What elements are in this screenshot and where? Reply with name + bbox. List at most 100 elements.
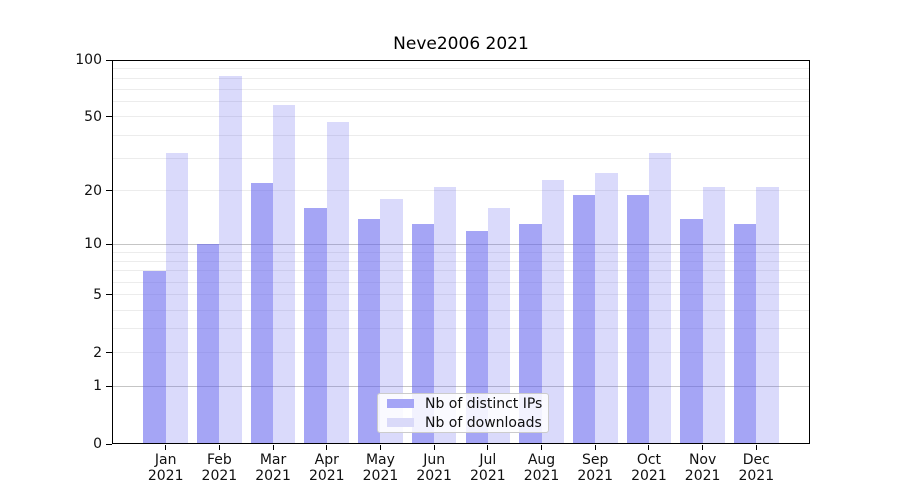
- x-axis-label: Dec 2021: [726, 452, 786, 484]
- x-axis-label: Sep 2021: [565, 452, 625, 484]
- y-axis-tick: [106, 190, 112, 192]
- x-axis-label-line: 2021: [523, 468, 560, 484]
- x-axis-label: Mar 2021: [243, 452, 303, 484]
- gridline-minor: [112, 294, 810, 296]
- bar-distinct-ips-nov: [680, 218, 703, 444]
- gridline-minor: [112, 251, 810, 253]
- bar-distinct-ips-jan: [143, 270, 166, 444]
- x-axis-label-line: 2021: [201, 468, 238, 484]
- y-axis-label: 5: [93, 286, 102, 303]
- x-axis-label-line: Jan: [154, 452, 177, 468]
- plot-area: [112, 60, 810, 444]
- y-axis-label: 0: [93, 436, 102, 452]
- legend-item-distinct-ips: Nb of distinct IPs: [378, 394, 548, 413]
- bar-distinct-ips-may: [358, 218, 381, 444]
- gridline-major: [112, 243, 810, 245]
- gridline-minor: [112, 77, 810, 79]
- gridline-minor: [112, 88, 810, 90]
- x-axis-label-line: Jul: [479, 452, 497, 468]
- y-axis-tick: [106, 116, 112, 118]
- bar-distinct-ips-aug: [519, 224, 542, 444]
- x-axis-label-line: May: [365, 452, 395, 468]
- x-axis-label: May 2021: [350, 452, 410, 484]
- bar-downloads-sep: [595, 172, 618, 444]
- bar-distinct-ips-jun: [411, 224, 435, 444]
- y-axis-tick: [106, 443, 112, 445]
- legend-label-distinct-ips: Nb of distinct IPs: [425, 395, 543, 412]
- gridline-minor: [112, 116, 810, 118]
- bar-distinct-ips-jul: [465, 230, 488, 444]
- gridline-minor: [112, 157, 810, 159]
- x-axis-label-line: Dec: [742, 452, 770, 468]
- bar-downloads-aug: [541, 179, 564, 444]
- gridline-major: [112, 385, 810, 387]
- bar-downloads-jul: [487, 208, 511, 444]
- gridline-minor: [112, 309, 810, 311]
- bar-downloads-oct: [648, 153, 672, 444]
- gridline-minor: [112, 134, 810, 136]
- x-axis-label: Apr 2021: [297, 452, 357, 484]
- y-axis-label: 100: [75, 52, 102, 68]
- y-axis-tick: [106, 59, 112, 61]
- x-axis-label-line: 2021: [362, 468, 399, 484]
- bar-distinct-ips-apr: [304, 208, 327, 444]
- x-axis-label-line: 2021: [147, 468, 184, 484]
- x-axis-label-line: Aug: [527, 452, 556, 468]
- x-axis-label: Nov 2021: [673, 452, 733, 484]
- legend-swatch-downloads: [387, 418, 414, 427]
- x-axis-label-line: 2021: [255, 468, 291, 484]
- y-axis-label: 2: [93, 344, 102, 361]
- x-axis-label-line: Feb: [206, 452, 232, 468]
- x-axis-label-line: 2021: [631, 468, 667, 484]
- legend-label-downloads: Nb of downloads: [425, 414, 542, 431]
- x-axis-label-line: 2021: [470, 468, 506, 484]
- x-axis-tick: [165, 445, 167, 450]
- y-axis-label: 10: [84, 236, 102, 253]
- x-axis-label-line: 2021: [308, 468, 345, 484]
- bar-downloads-dec: [756, 186, 779, 444]
- gridline-minor: [112, 352, 810, 354]
- y-axis-tick: [106, 385, 112, 387]
- y-axis-tick: [106, 294, 112, 296]
- x-axis-label-line: Mar: [259, 452, 287, 468]
- y-axis-tick: [106, 243, 112, 245]
- x-axis-label-line: Apr: [314, 452, 339, 468]
- x-axis-label-line: 2021: [684, 468, 721, 484]
- bar-distinct-ips-feb: [197, 244, 220, 444]
- gridline-minor: [112, 328, 810, 330]
- bar-distinct-ips-dec: [734, 224, 757, 444]
- x-axis-label: Aug 2021: [512, 452, 572, 484]
- x-axis-tick: [594, 445, 596, 450]
- gridline-minor: [112, 270, 810, 272]
- x-axis-tick: [326, 445, 328, 450]
- x-axis-tick: [541, 445, 543, 450]
- y-axis-tick: [106, 352, 112, 354]
- x-axis-tick: [433, 445, 435, 450]
- legend: Nb of distinct IPs Nb of downloads: [377, 393, 549, 433]
- x-axis-tick: [755, 445, 757, 450]
- y-axis-label: 1: [93, 378, 102, 395]
- gridline-minor: [112, 281, 810, 283]
- bar-downloads-feb: [219, 76, 242, 444]
- legend-item-downloads: Nb of downloads: [378, 413, 548, 432]
- x-axis-tick: [702, 445, 704, 450]
- x-axis-tick: [218, 445, 220, 450]
- y-axis-label: 20: [84, 182, 102, 199]
- bar-downloads-mar: [273, 104, 296, 444]
- x-axis-label-line: Jun: [423, 452, 446, 468]
- bar-distinct-ips-oct: [626, 194, 649, 444]
- gridline-minor: [112, 260, 810, 262]
- bar-downloads-jun: [434, 186, 457, 444]
- bar-downloads-jan: [165, 153, 188, 444]
- x-axis-label-line: Oct: [636, 452, 662, 468]
- x-axis-label: Jun 2021: [404, 452, 464, 484]
- x-axis-label-line: 2021: [577, 468, 614, 484]
- x-axis-label-line: 2021: [738, 468, 775, 484]
- legend-swatch-distinct-ips: [387, 399, 414, 408]
- bar-distinct-ips-sep: [572, 194, 596, 444]
- x-axis-label-line: Nov: [688, 452, 717, 468]
- x-axis-tick: [648, 445, 650, 450]
- bar-downloads-nov: [702, 186, 725, 444]
- bar-distinct-ips-mar: [250, 183, 274, 444]
